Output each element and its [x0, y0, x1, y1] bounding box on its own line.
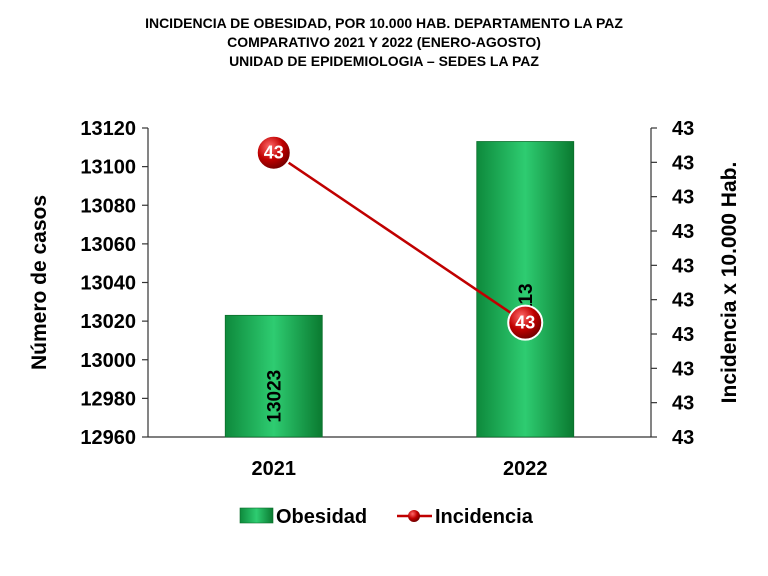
legend-label-obesidad: Obesidad [276, 506, 367, 528]
left-tick-label: 13120 [80, 118, 136, 140]
incidence-point [507, 304, 544, 341]
left-tick-label: 13100 [80, 157, 136, 179]
x-tick-label: 2022 [503, 458, 548, 480]
right-tick-label: 43 [672, 290, 694, 312]
incidence-value-label: 43 [515, 313, 535, 333]
right-tick-label: 43 [672, 427, 694, 449]
right-tick-label: 43 [672, 221, 694, 243]
legend-label-incidencia: Incidencia [435, 506, 534, 528]
chart-title-line-3: UNIDAD DE EPIDEMIOLOGIA – SEDES LA PAZ [229, 53, 539, 69]
right-tick-label: 43 [672, 255, 694, 277]
incidence-line [273, 151, 526, 324]
y-axis-title: Número de casos [28, 195, 51, 370]
right-tick-label: 43 [672, 118, 694, 140]
right-tick-label: 43 [672, 358, 694, 380]
bar-2021 [224, 314, 323, 438]
incidence-value-label: 43 [264, 143, 284, 163]
bar-value-label: 13023 [265, 370, 286, 423]
right-tick-label: 43 [672, 393, 694, 415]
chart-title-line-2: COMPARATIVO 2021 Y 2022 (ENERO-AGOSTO) [227, 34, 541, 50]
right-tick-label: 43 [672, 152, 694, 174]
right-tick-label: 43 [672, 324, 694, 346]
left-tick-label: 13080 [80, 195, 136, 217]
left-tick-label: 13020 [80, 311, 136, 333]
left-tick-label: 12980 [80, 388, 136, 410]
x-tick-label: 2021 [252, 458, 297, 480]
legend-marker-incidencia [408, 510, 420, 522]
incidence-point [255, 134, 292, 171]
y-axis-right-title: Incidencia x 10.000 Hab. [718, 162, 741, 404]
left-tick-label: 12960 [80, 427, 136, 449]
bar-2022 [476, 141, 575, 438]
right-tick-label: 43 [672, 187, 694, 209]
left-tick-label: 13040 [80, 273, 136, 295]
left-tick-label: 13060 [80, 234, 136, 256]
legend-swatch-obesidad [239, 507, 274, 524]
left-tick-label: 13000 [80, 350, 136, 372]
chart-title-line-1: INCIDENCIA DE OBESIDAD, POR 10.000 HAB. … [145, 15, 623, 31]
